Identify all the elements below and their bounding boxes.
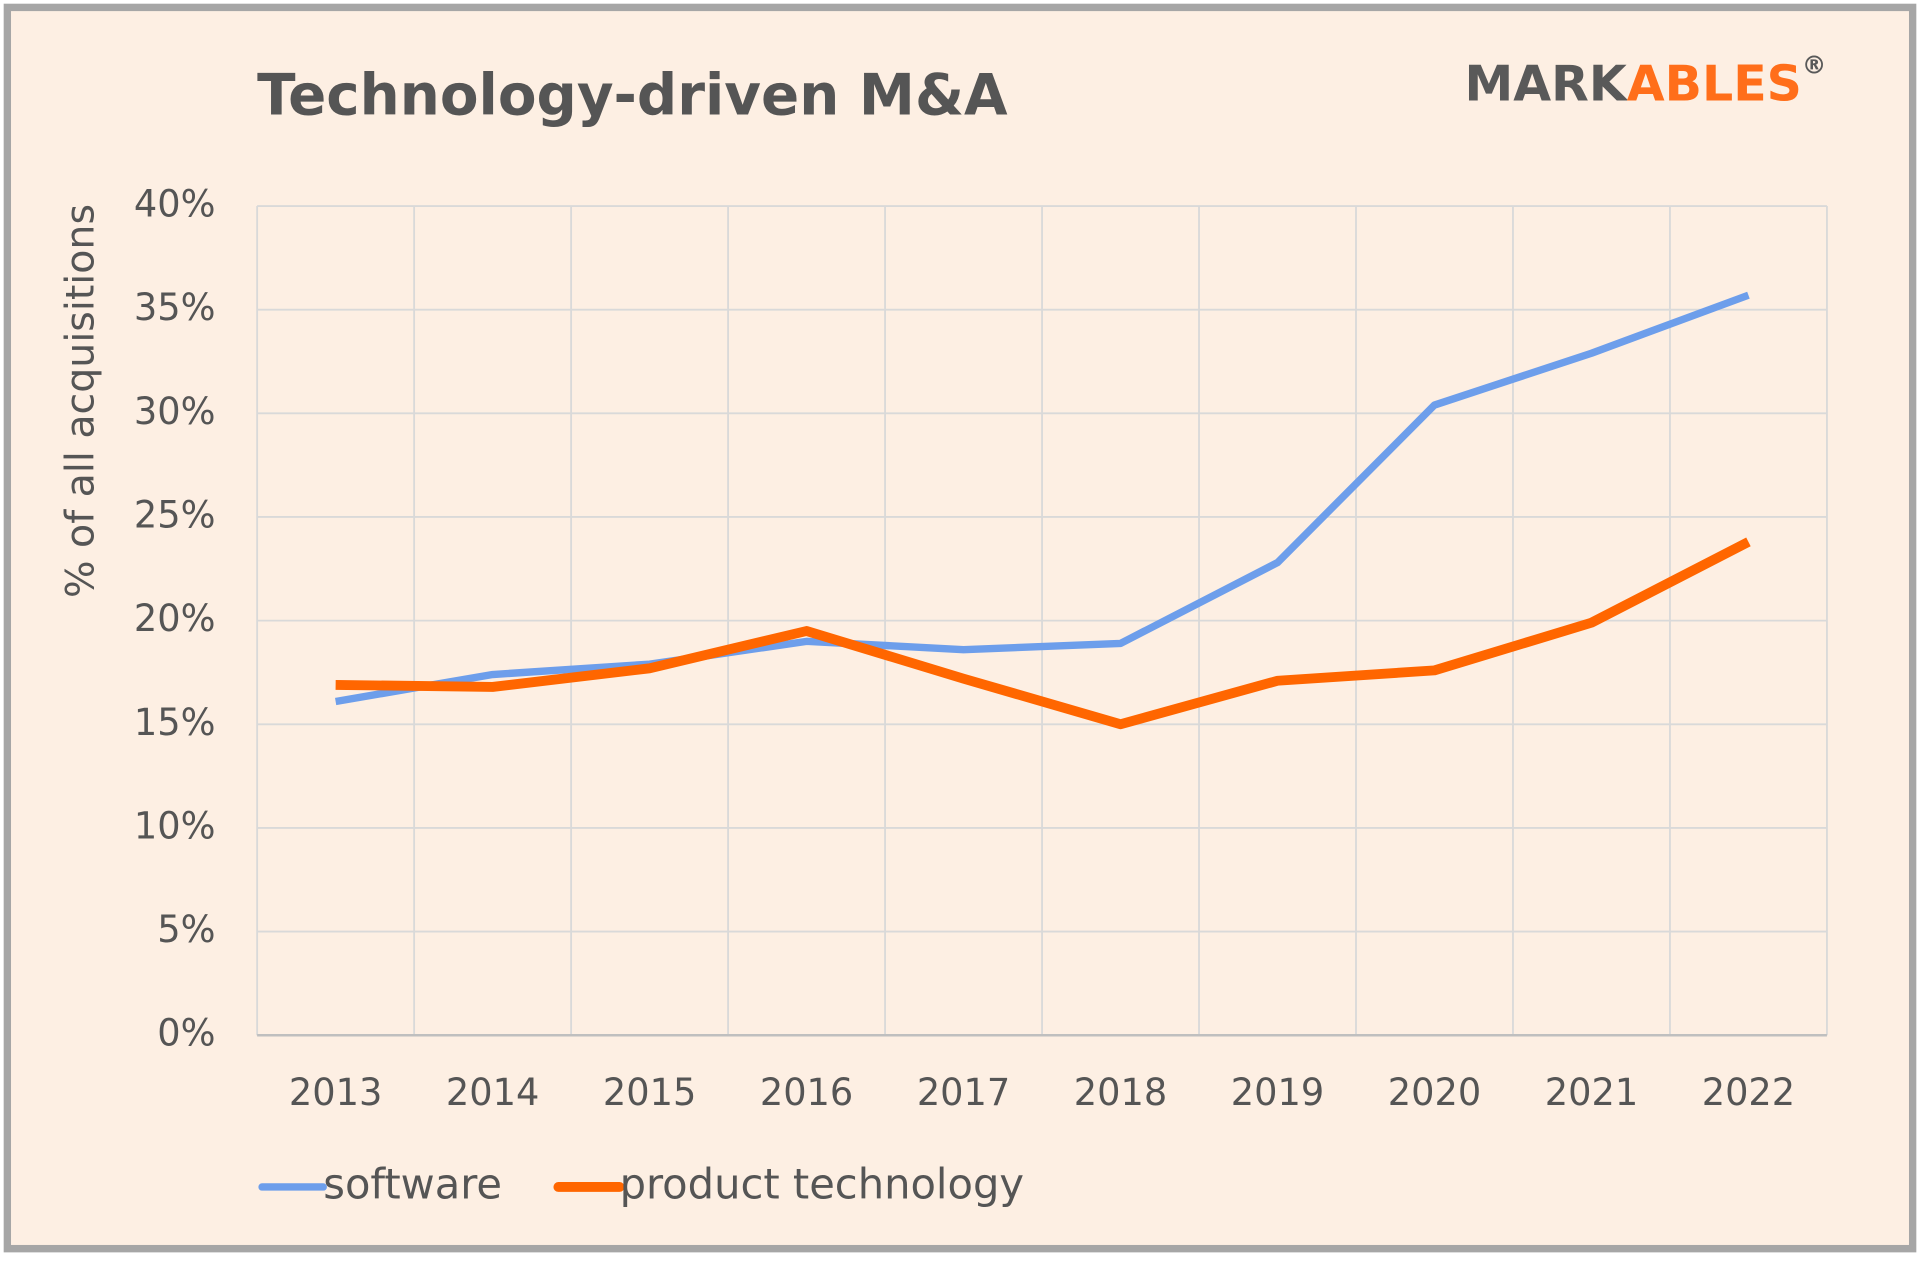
x-tick-label: 2021 [1545,1071,1638,1114]
y-tick-label: 15% [134,701,216,744]
x-tick-label: 2022 [1702,1071,1795,1114]
series-line [335,537,1751,730]
x-tick-label: 2019 [1231,1071,1324,1114]
x-tick-label: 2013 [289,1071,382,1114]
y-tick-label: 30% [134,390,216,433]
chart-frame [3,3,1917,1253]
logo-mark: ® [1802,51,1826,80]
y-axis-label: % of all acquisitions [58,204,104,598]
x-tick-label: 2014 [446,1071,539,1114]
legend-label: product technology [620,1159,1024,1208]
y-tick-label: 5% [157,908,215,951]
legend-label: software [323,1159,502,1208]
y-tick-label: 10% [134,804,216,847]
series-line [335,291,1750,706]
logo-accent: ABLES [1627,54,1802,112]
logo: MARKABLES® [1464,51,1826,112]
y-tick-label: 35% [134,286,216,329]
y-tick-label: 25% [134,493,216,536]
chart-title: Technology-driven M&A [257,63,1008,128]
logo-dark: MARK [1464,54,1628,112]
x-tick-label: 2017 [917,1071,1010,1114]
x-tick-label: 2018 [1074,1071,1167,1114]
x-tick-label: 2015 [603,1071,696,1114]
x-tick-label: 2016 [760,1071,853,1114]
x-tick-label: 2020 [1388,1071,1481,1114]
y-tick-label: 40% [134,182,216,225]
y-tick-label: 0% [157,1012,215,1055]
y-tick-label: 20% [134,597,216,640]
